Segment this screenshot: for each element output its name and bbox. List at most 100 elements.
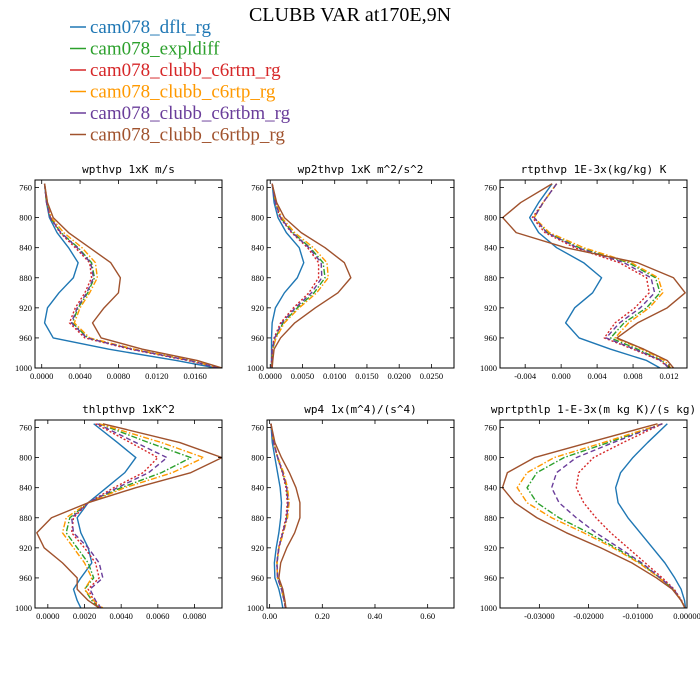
y-tick-label: 1000 (15, 363, 32, 373)
x-tick-label: 0.60 (420, 611, 435, 621)
y-tick-label: 880 (484, 273, 497, 283)
panels: wpthvp 1xK m/s76080084088092096010000.00… (15, 163, 700, 621)
plot-frame (499, 419, 688, 609)
series-line (36, 423, 222, 608)
y-tick-label: 920 (19, 543, 32, 553)
series-line (70, 423, 168, 608)
y-tick-label: 760 (19, 423, 32, 433)
panel-title: wpthvp 1xK m/s (82, 163, 175, 176)
x-tick-label: 0.0050 (291, 371, 314, 381)
x-tick-label: 0.0250 (420, 371, 443, 381)
y-tick-label: 840 (251, 483, 264, 493)
panel-title: wp4 1x(m^4)/(s^4) (304, 403, 417, 416)
series-line (550, 423, 686, 608)
y-tick-label: 760 (251, 423, 264, 433)
series-line (271, 183, 323, 368)
legend-entry-label: cam078_clubb_c6rtbm_rg (90, 103, 291, 124)
y-tick-label: 760 (19, 183, 32, 193)
x-tick-label: 0.0000 (30, 371, 53, 381)
x-tick-label: 0.0160 (183, 371, 206, 381)
y-tick-label: 880 (251, 513, 264, 523)
plot-frame (266, 419, 455, 609)
y-tick-label: 760 (251, 183, 264, 193)
x-tick-label: 0.40 (368, 611, 383, 621)
series-line (70, 423, 159, 608)
x-tick-label: 0.0000 (36, 611, 59, 621)
y-tick-label: 840 (251, 243, 264, 253)
y-tick-label: 1000 (480, 363, 497, 373)
legend-entry-label: cam078_dflt_rg (90, 17, 212, 38)
x-tick-label: 0.0200 (388, 371, 411, 381)
series-group (270, 183, 352, 368)
x-tick-label: 0.20 (315, 611, 330, 621)
y-tick-label: 1000 (15, 603, 32, 613)
legend-entry-label: cam078_expldiff (90, 39, 220, 60)
y-tick-label: 960 (19, 573, 32, 583)
panel-title: rtpthvp 1E-3x(kg/kg) K (521, 163, 667, 176)
y-tick-label: 760 (484, 423, 497, 433)
y-tick-label: 960 (251, 573, 264, 583)
x-tick-label: 0.0020 (73, 611, 96, 621)
x-tick-label: -0.004 (514, 371, 537, 381)
chart-panel: wpthvp 1xK m/s76080084088092096010000.00… (15, 163, 223, 381)
y-tick-label: 840 (19, 243, 32, 253)
panel-title: wprtpthlp 1-E-3x(m kg K)/(s kg) (491, 403, 696, 416)
y-tick-label: 920 (251, 543, 264, 553)
y-tick-label: 960 (484, 333, 497, 343)
y-tick-label: 1000 (247, 363, 264, 373)
series-line (43, 183, 217, 368)
plot-frame (266, 179, 455, 369)
y-tick-label: 920 (484, 303, 497, 313)
plot-frame (34, 179, 223, 369)
series-line (501, 423, 686, 608)
series-line (533, 183, 670, 368)
y-tick-label: 800 (251, 453, 264, 463)
y-tick-label: 960 (251, 333, 264, 343)
series-line (270, 423, 284, 608)
chart-panel: wp2thvp 1xK m^2/s^2 760 800 840 880 920 960 100… (247, 163, 455, 381)
x-tick-label: 0.0000 (259, 371, 282, 381)
series-group (36, 423, 222, 608)
series-line (614, 423, 687, 608)
y-tick-label: 880 (19, 273, 32, 283)
series-line (533, 183, 670, 368)
y-tick-label: 800 (19, 213, 32, 223)
plot-frame (34, 419, 223, 609)
x-tick-label: 0.00 (262, 611, 277, 621)
legend-entry-label: cam078_clubb_c6rtbp_rg (90, 125, 285, 146)
x-tick-label: 0.008 (623, 371, 642, 381)
series-line (528, 183, 661, 368)
series-line (270, 183, 320, 368)
y-tick-label: 1000 (480, 603, 497, 613)
series-group (501, 423, 687, 608)
x-tick-label: 0.0120 (145, 371, 168, 381)
series-line (526, 423, 686, 608)
x-tick-label: 0.0060 (146, 611, 169, 621)
x-tick-label: 0.0040 (109, 611, 132, 621)
x-tick-label: 0.0040 (68, 371, 91, 381)
series-line (270, 423, 301, 608)
x-tick-label: 0.004 (588, 371, 608, 381)
figure-title: CLUBB VAR at170E,9N (249, 4, 451, 26)
y-tick-label: 840 (19, 483, 32, 493)
panel-title: thlpthvp 1xK^2 (82, 403, 175, 416)
chart-panel: rtpthvp 1E-3x(kg/kg) K 760 800 840 880 920 960… (480, 163, 688, 381)
series-line (502, 183, 686, 368)
plot-frame (499, 179, 688, 369)
y-tick-label: 920 (484, 543, 497, 553)
y-tick-label: 800 (484, 453, 497, 463)
series-line (72, 423, 137, 608)
series-line (271, 183, 352, 368)
y-tick-label: 800 (484, 213, 497, 223)
y-tick-label: 1000 (247, 603, 264, 613)
x-tick-label: 0.012 (659, 371, 678, 381)
y-tick-label: 960 (19, 333, 32, 343)
y-tick-label: 920 (19, 303, 32, 313)
x-tick-label: 0.000 (552, 371, 571, 381)
x-tick-label: -0.01000 (623, 611, 653, 621)
series-line (270, 423, 290, 608)
series-line (65, 423, 192, 608)
series-line (533, 183, 672, 368)
legend-entry-label: cam078_clubb_c6rtp_rg (90, 82, 276, 103)
